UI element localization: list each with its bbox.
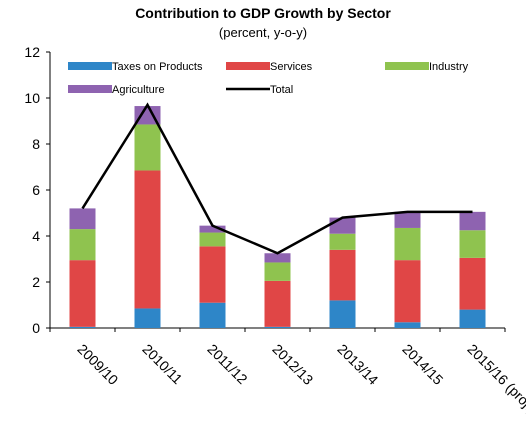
legend-swatch-industry xyxy=(385,62,429,70)
bar-services xyxy=(329,249,356,301)
x-tick-label: 2013/14 xyxy=(334,341,381,388)
chart-title: Contribution to GDP Growth by Sector xyxy=(135,5,391,21)
bar-industry xyxy=(264,262,291,281)
chart-subtitle: (percent, y-o-y) xyxy=(219,25,307,40)
bar-agriculture xyxy=(69,208,96,230)
y-tick-label: 4 xyxy=(32,228,40,244)
x-tick-label: 2012/13 xyxy=(269,341,316,388)
legend-label-total: Total xyxy=(270,84,293,96)
bar-agriculture xyxy=(459,211,486,231)
bar-agriculture xyxy=(264,253,291,263)
legend-label-services: Services xyxy=(270,61,313,73)
legend-label-industry: Industry xyxy=(429,61,469,73)
bar-services xyxy=(264,280,291,327)
total-line-group xyxy=(81,102,473,255)
legend-box xyxy=(56,54,499,100)
x-tick-label: 2015/16 (proj.) xyxy=(464,341,526,417)
x-tick-label: 2014/15 xyxy=(399,341,446,388)
legend-swatch-services xyxy=(226,62,270,70)
legend-label-taxes-on-products: Taxes on Products xyxy=(112,61,203,73)
bar-taxes-on-products xyxy=(329,300,356,328)
bar-taxes-on-products xyxy=(264,326,291,328)
x-tick-label: 2011/12 xyxy=(204,341,251,388)
bar-taxes-on-products xyxy=(69,326,96,328)
bar-agriculture xyxy=(199,225,226,233)
bar-agriculture xyxy=(134,106,161,125)
bar-services xyxy=(134,170,161,309)
total-line xyxy=(81,102,473,255)
bar-services xyxy=(459,257,486,310)
bars xyxy=(69,106,486,328)
x-tick-label: 2010/11 xyxy=(139,341,186,388)
legend: Taxes on Products Services Industry Agricul… xyxy=(56,54,499,100)
bar-services xyxy=(69,260,96,327)
bar-industry xyxy=(134,124,161,171)
legend-label-agriculture: Agriculture xyxy=(112,84,165,96)
bar-industry xyxy=(199,232,226,247)
bar-taxes-on-products xyxy=(134,308,161,328)
bar-services xyxy=(199,246,226,303)
bar-industry xyxy=(394,227,421,261)
bar-industry xyxy=(69,229,96,261)
bar-industry xyxy=(459,230,486,258)
y-tick-label: 0 xyxy=(32,320,40,336)
y-tick-label: 12 xyxy=(24,44,40,60)
x-tick-label: 2009/10 xyxy=(74,341,121,388)
y-tick-label: 10 xyxy=(24,90,40,106)
legend-swatch-agriculture xyxy=(68,85,112,93)
y-tick-label: 8 xyxy=(32,136,40,152)
legend-swatch-taxes-on-products xyxy=(68,62,112,70)
y-tick-label: 6 xyxy=(32,182,40,198)
bar-taxes-on-products xyxy=(199,302,226,328)
bar-agriculture xyxy=(394,211,421,228)
bar-agriculture xyxy=(329,217,356,234)
bar-industry xyxy=(329,233,356,250)
bar-taxes-on-products xyxy=(459,309,486,328)
bar-taxes-on-products xyxy=(394,322,421,328)
y-tick-label: 2 xyxy=(32,274,40,290)
bar-services xyxy=(394,260,421,323)
